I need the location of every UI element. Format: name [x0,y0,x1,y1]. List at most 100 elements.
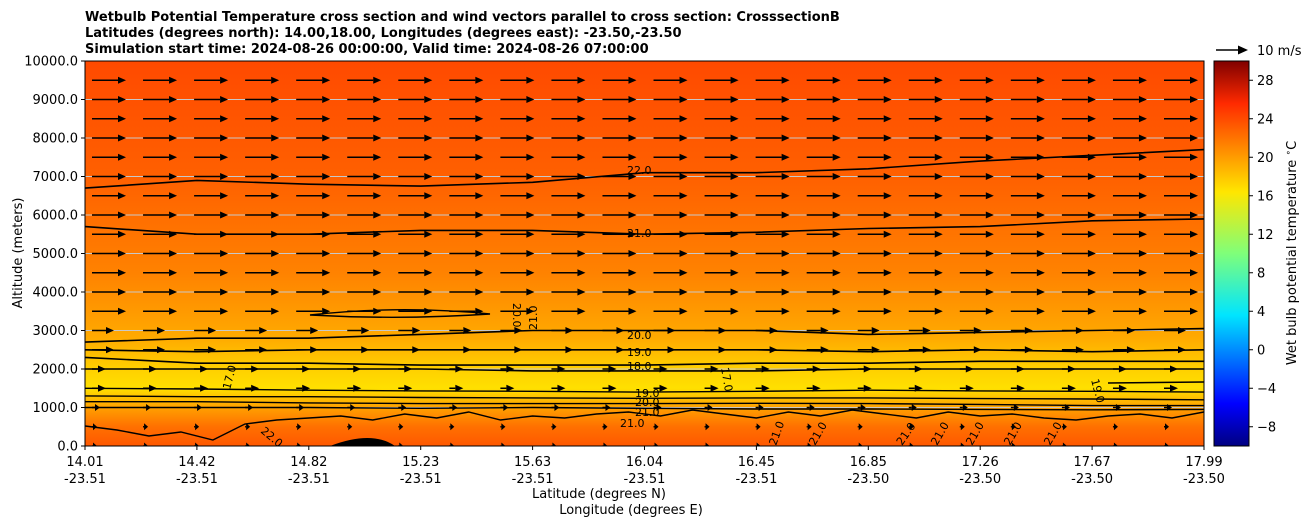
wind-vector-head [1013,404,1019,411]
wind-vector-head [412,346,421,354]
wind-vector-head [1118,365,1127,373]
wind-vector-head [1011,423,1016,431]
wind-vector-head [628,211,637,219]
wind-vector-head [373,76,382,84]
wind-vector-head [883,288,892,296]
wind-vector-head [552,442,557,446]
wind-vector-head [259,327,268,334]
wind-vector-head [832,307,841,315]
quiver-key-label: 10 m/s [1257,44,1302,59]
wind-vector-head [1138,288,1147,296]
wind-vector-head [220,153,229,161]
wind-vector-head [577,173,586,180]
wind-vector-head [1011,442,1016,446]
contour-line [85,395,1204,401]
wind-vector-head [934,134,943,142]
wind-vector-head [679,115,688,123]
wind-vector-head [251,365,260,373]
wind-vector-head [781,307,790,315]
wind-vector-head [934,250,943,257]
wind-vector-head [832,269,841,277]
wind-vector-head [220,173,229,180]
wind-vector-head [812,384,821,392]
wind-vector-head [985,250,994,257]
wind-vector-head [934,230,943,238]
y-tick-label: 5000.0 [33,247,79,262]
wind-vector-head [1138,153,1147,161]
wind-vector-head [475,307,484,315]
wind-vector-head [577,211,586,219]
wind-vector-head [781,153,790,161]
wind-vector-head [424,307,433,315]
x-axis: 14.01 -23.51 14.42 -23.51 14.82 -23.51 15.23 -2… [64,446,1225,487]
wind-vector-head [1024,346,1033,354]
x-tick-label-lon: -23.51 [288,472,330,487]
wind-vector-head [883,230,892,238]
wind-vector-head [1036,211,1045,219]
contour-lines [85,148,1204,441]
wind-vector-head [1062,442,1067,446]
colorbar-tick-label: 0 [1257,343,1265,358]
wind-vector-head [832,288,841,296]
wind-vector-head [271,269,280,277]
wind-vector-head [412,327,421,334]
wind-vector-head [271,192,280,200]
wind-vector-head [679,230,688,238]
wind-vector-head [401,404,407,411]
wind-vector-head [679,211,688,219]
wind-vector-head [832,76,841,84]
wind-vector-head [565,346,574,354]
wind-vector-head [118,153,126,161]
wind-vector-head [730,96,739,103]
y-tick-label: 2000.0 [33,363,79,378]
wind-vector-head [628,250,637,257]
wind-vector-head [628,134,637,142]
wind-vector-head [934,96,943,103]
wind-vector-head [628,307,637,315]
x-tick-label-lat: 16.85 [850,455,887,470]
wind-vector-head [220,134,229,142]
wind-vector-head [271,115,280,123]
wind-vector-head [526,211,535,219]
wind-vector-head [730,115,739,123]
wind-vector-head [220,230,229,238]
wind-vector-head [1138,211,1147,219]
wind-vector-head [781,250,790,257]
wind-vector-head [628,192,637,200]
wind-vector-head [501,442,506,446]
wind-vector-head [1087,211,1096,219]
wind-vector-head [1036,307,1045,315]
wind-vector-head [404,384,413,392]
wind-vector-head [960,442,965,446]
wind-vector-head [832,192,841,200]
wind-vector-head [1170,365,1178,373]
wind-vector-head [506,365,515,373]
wind-vector-head [934,173,943,180]
wind-vector-head [118,76,126,84]
colorbar-label: Wet bulb potential temperature ∘C [1284,141,1300,365]
wind-vector-head [1113,423,1118,431]
wind-vector-head [1138,173,1147,180]
wind-vector-head [310,346,319,354]
wind-vector-head [909,442,914,446]
wind-vector-head [962,404,968,411]
wind-vector-head [628,153,637,161]
wind-vector-head [781,192,790,200]
contour-line [85,356,1204,366]
wind-vector-head [860,404,866,411]
contour-label: 20.0 [635,396,660,409]
wind-vector-head [271,288,280,296]
wind-vector-head [985,269,994,277]
plot-area: 22.0 21.0 21.0 20.0 20.0 19.0 18.0 17.0 … [84,60,1205,450]
wind-vector-head [1062,423,1067,431]
wind-vector-head [93,442,97,446]
wind-vector-head [1087,153,1096,161]
wind-vector-head [883,115,892,123]
wind-vector-head [200,384,209,392]
title-line-2: Latitudes (degrees north): 14.00,18.00, … [85,26,682,41]
wind-vector-head [883,250,892,257]
wind-vector-head [526,250,535,257]
wind-vector-head [934,307,943,315]
x-tick-label-lon: -23.51 [512,472,554,487]
wind-vector-head [118,211,126,219]
